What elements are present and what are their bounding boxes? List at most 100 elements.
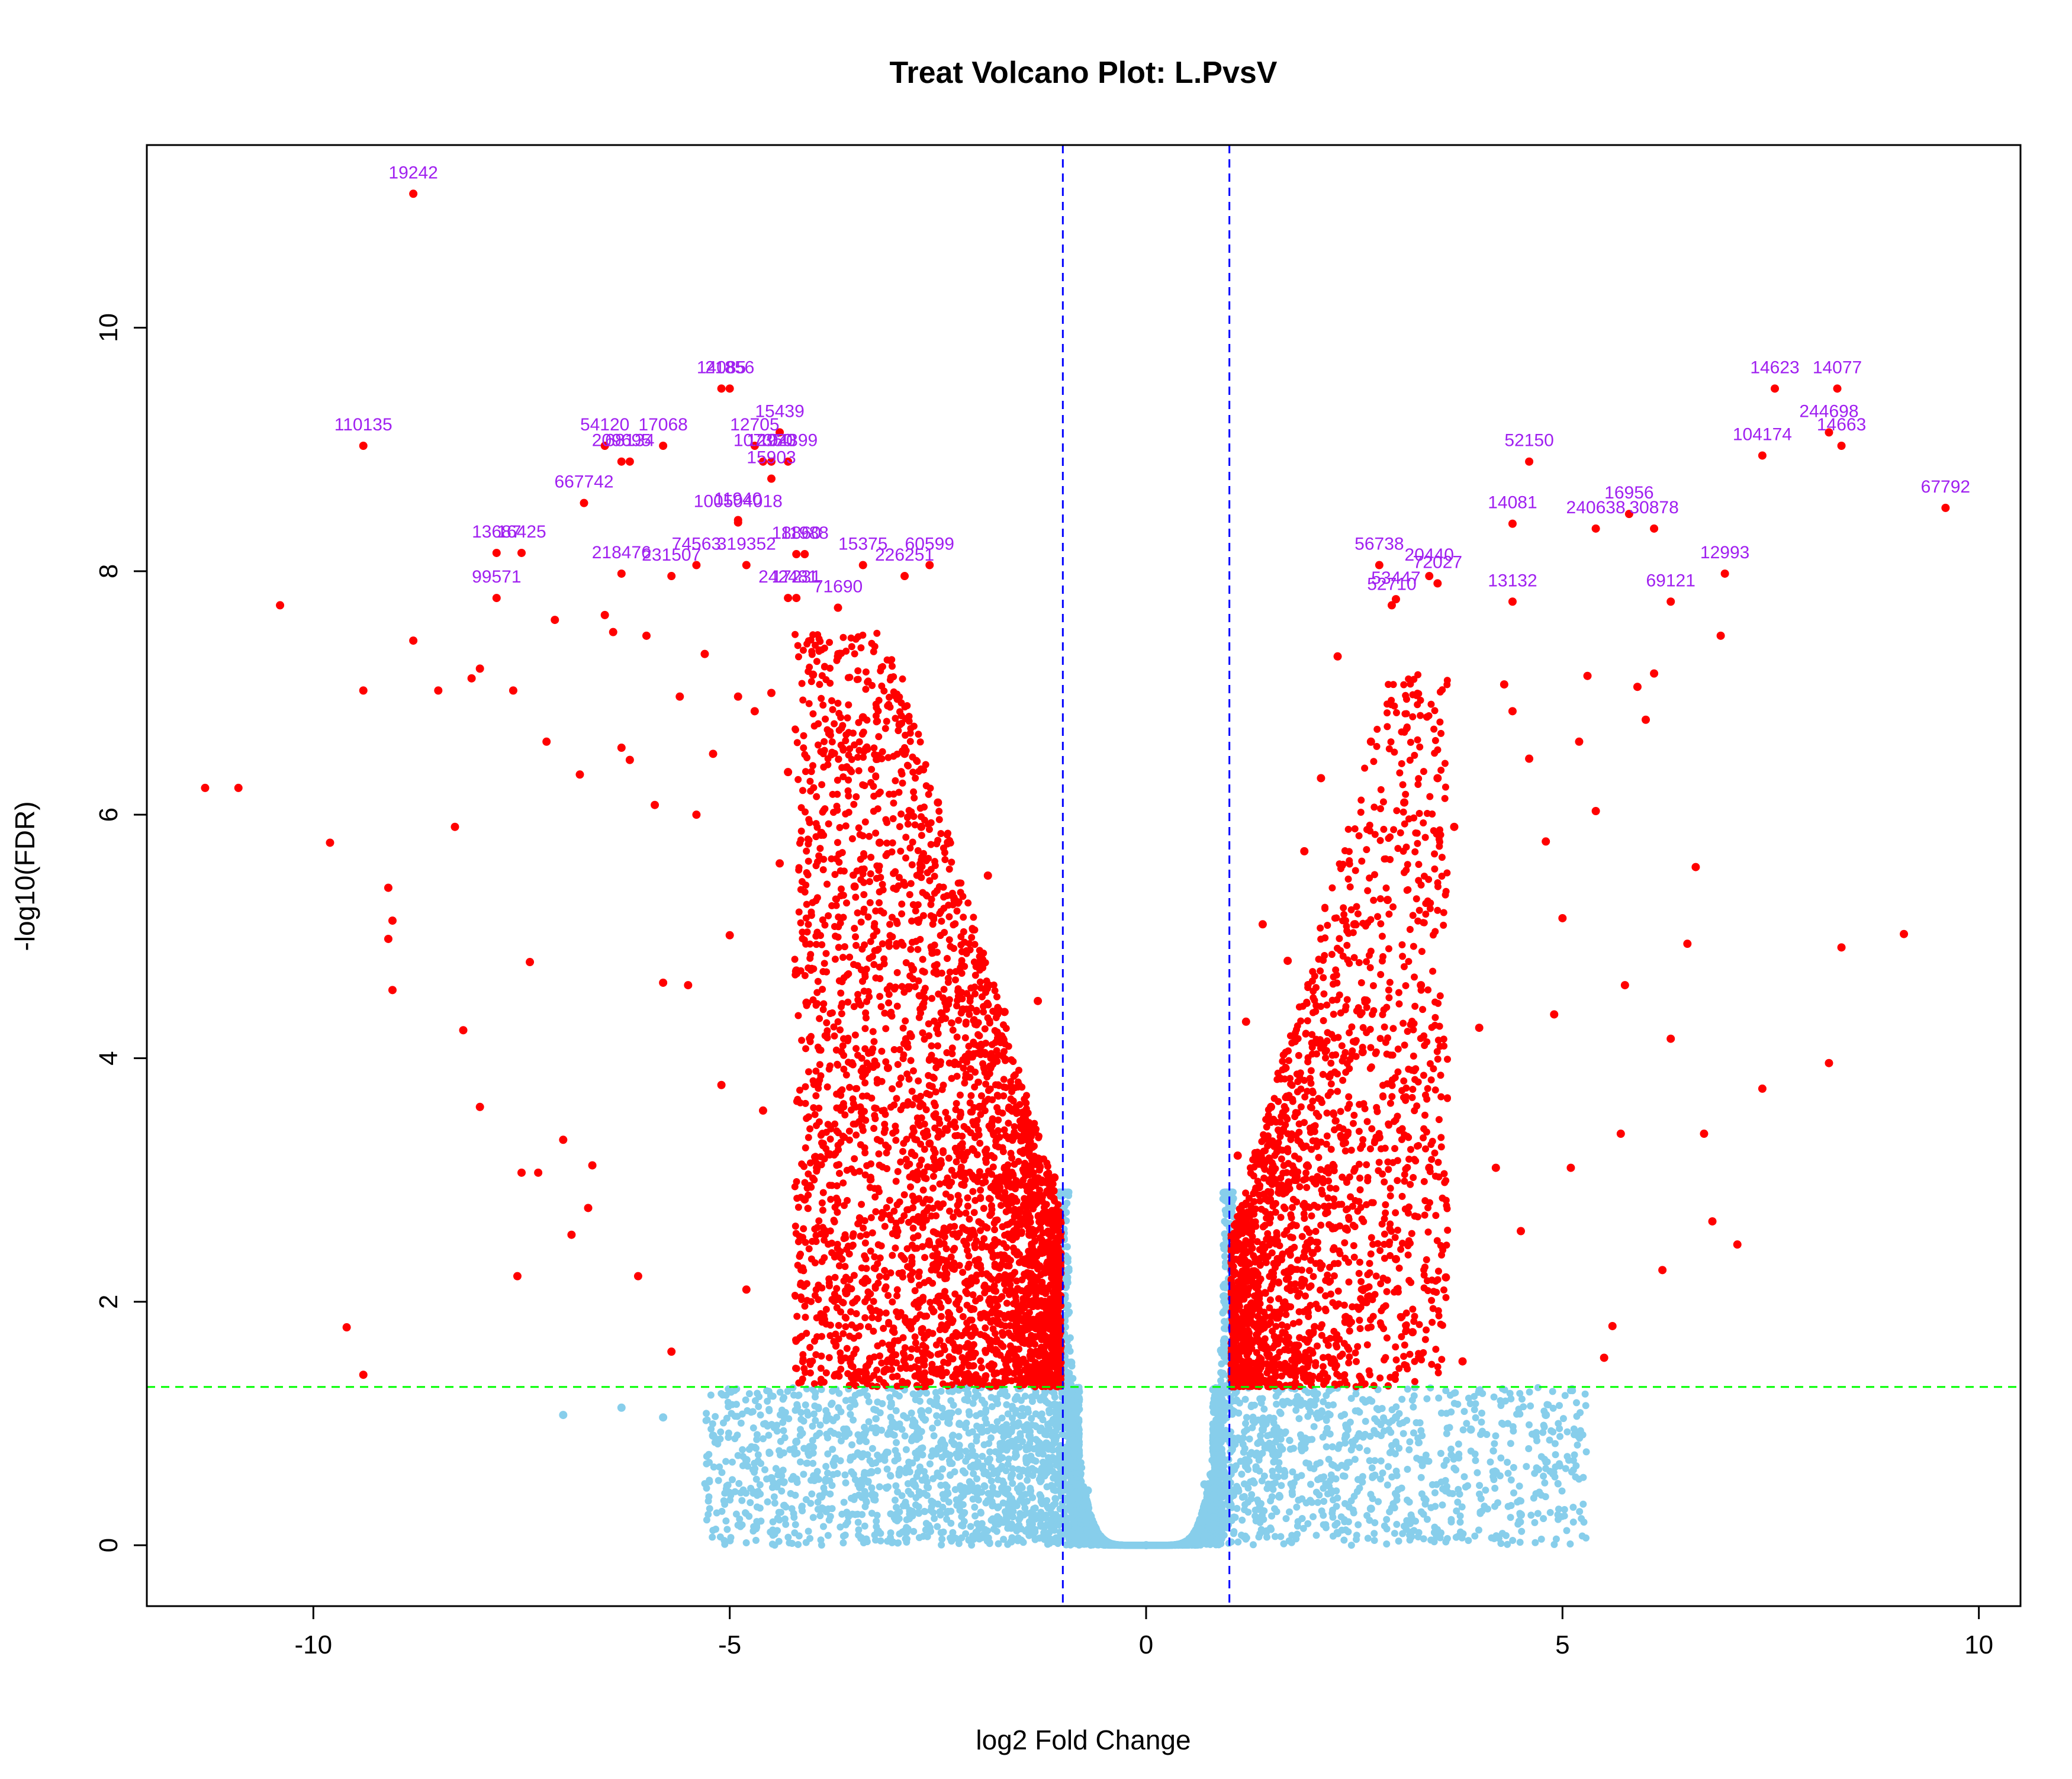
scatter-point xyxy=(1308,1436,1316,1443)
scatter-point xyxy=(1199,1519,1207,1526)
scatter-point xyxy=(1532,1539,1539,1546)
scatter-point xyxy=(1368,1464,1376,1472)
scatter-point xyxy=(1082,1517,1089,1524)
scatter-point xyxy=(1221,1253,1228,1260)
scatter-point xyxy=(1405,1446,1413,1453)
scatter-point xyxy=(1229,1203,1237,1211)
scatter-point xyxy=(1220,1308,1228,1315)
scatter-point xyxy=(1395,1537,1402,1545)
scatter-point xyxy=(1063,1199,1071,1207)
scatter-point xyxy=(1063,1311,1070,1318)
scatter-point xyxy=(723,1526,731,1533)
scatter-point xyxy=(1248,1491,1256,1498)
scatter-point xyxy=(1460,1473,1468,1481)
plot-area: 1924211013521856140851543912705104399129… xyxy=(147,145,2020,1606)
scatter-point xyxy=(771,1500,778,1507)
scatter-point xyxy=(1347,1395,1355,1402)
scatter-point xyxy=(1064,1343,1072,1351)
scatter-point xyxy=(1220,1283,1227,1291)
scatter-point xyxy=(1472,1414,1479,1421)
chart-title: Treat Volcano Plot: L.PvsV xyxy=(890,56,1278,90)
scatter-point xyxy=(848,1441,856,1449)
scatter-point xyxy=(1413,1419,1420,1427)
scatter-point xyxy=(1347,1497,1355,1505)
scatter-point xyxy=(902,1446,910,1453)
scatter-point xyxy=(1241,1420,1249,1427)
scatter-point xyxy=(1406,1438,1414,1446)
scatter-point xyxy=(1520,1403,1527,1411)
scatter-point xyxy=(709,1533,716,1541)
scatter-point xyxy=(999,1477,1006,1485)
scatter-point xyxy=(1510,1489,1518,1497)
scatter-point xyxy=(934,1523,941,1530)
scatter-point xyxy=(1554,1479,1562,1487)
scatter-point xyxy=(1174,1540,1182,1548)
scatter-point xyxy=(955,1433,963,1440)
scatter-point xyxy=(1221,1188,1228,1196)
scatter-point xyxy=(824,1532,832,1539)
scatter-point xyxy=(1285,1508,1293,1516)
scatter-point xyxy=(1516,1482,1523,1490)
scatter-point xyxy=(1230,1195,1237,1202)
scatter-point xyxy=(1246,1435,1253,1443)
x-axis-label: log2 Fold Change xyxy=(976,1725,1191,1755)
scatter-point xyxy=(1066,1378,1074,1386)
scatter-point xyxy=(1439,1501,1446,1509)
scatter-point xyxy=(802,1401,809,1409)
scatter-point xyxy=(1478,1418,1485,1426)
scatter-point xyxy=(1359,1473,1366,1481)
scatter-point xyxy=(1156,1542,1164,1549)
scatter-point xyxy=(1064,1258,1072,1266)
scatter-point xyxy=(1315,1491,1323,1499)
scatter-point xyxy=(1302,1459,1310,1467)
scatter-point xyxy=(967,1523,974,1530)
scatter-point xyxy=(1473,1469,1481,1476)
scatter-point xyxy=(1531,1519,1539,1526)
scatter-point xyxy=(1561,1392,1569,1400)
scatter-point xyxy=(872,1406,880,1414)
scatter-point xyxy=(735,1479,743,1487)
scatter-point xyxy=(856,1437,864,1445)
scatter-point xyxy=(876,1483,883,1491)
scatter-point xyxy=(827,1401,835,1408)
scatter-point xyxy=(722,1458,730,1465)
scatter-point xyxy=(1582,1402,1590,1410)
scatter-point xyxy=(1273,1400,1280,1408)
scatter-point xyxy=(1540,1421,1547,1429)
scatter-point xyxy=(1440,1462,1448,1469)
scatter-point xyxy=(742,1539,750,1546)
scatter-point xyxy=(1465,1537,1472,1545)
scatter-point xyxy=(1130,1542,1138,1549)
scatter-point xyxy=(1366,1433,1374,1440)
scatter-point xyxy=(929,1424,937,1432)
scatter-point xyxy=(1404,1465,1411,1473)
scatter-point xyxy=(872,1415,880,1423)
scatter-point xyxy=(1065,1267,1073,1275)
scatter-point xyxy=(745,1390,753,1398)
scatter-point xyxy=(802,1496,810,1504)
scatter-point xyxy=(1199,1533,1207,1540)
scatter-point xyxy=(868,1445,876,1452)
scatter-point xyxy=(1354,1521,1362,1529)
scatter-point xyxy=(752,1536,760,1544)
scatter-point xyxy=(893,1439,900,1446)
scatter-point xyxy=(712,1413,719,1420)
scatter-point xyxy=(1527,1511,1535,1519)
scatter-point xyxy=(958,1513,966,1520)
scatter-point xyxy=(1526,1388,1533,1396)
scatter-point xyxy=(1164,1542,1172,1549)
scatter-point xyxy=(1238,1471,1246,1478)
scatter-point xyxy=(1381,1522,1388,1530)
scatter-point xyxy=(754,1451,762,1459)
scatter-point xyxy=(1523,1463,1530,1471)
scatter-point xyxy=(1482,1487,1489,1494)
y-axis-label: -log10(FDR) xyxy=(9,801,40,951)
scatter-point xyxy=(1121,1542,1129,1549)
scatter-point xyxy=(796,1458,804,1466)
scatter-point xyxy=(1082,1540,1090,1548)
scatter-point xyxy=(901,1432,909,1440)
scatter-point xyxy=(1220,1324,1228,1332)
scatter-point xyxy=(1307,1481,1314,1488)
